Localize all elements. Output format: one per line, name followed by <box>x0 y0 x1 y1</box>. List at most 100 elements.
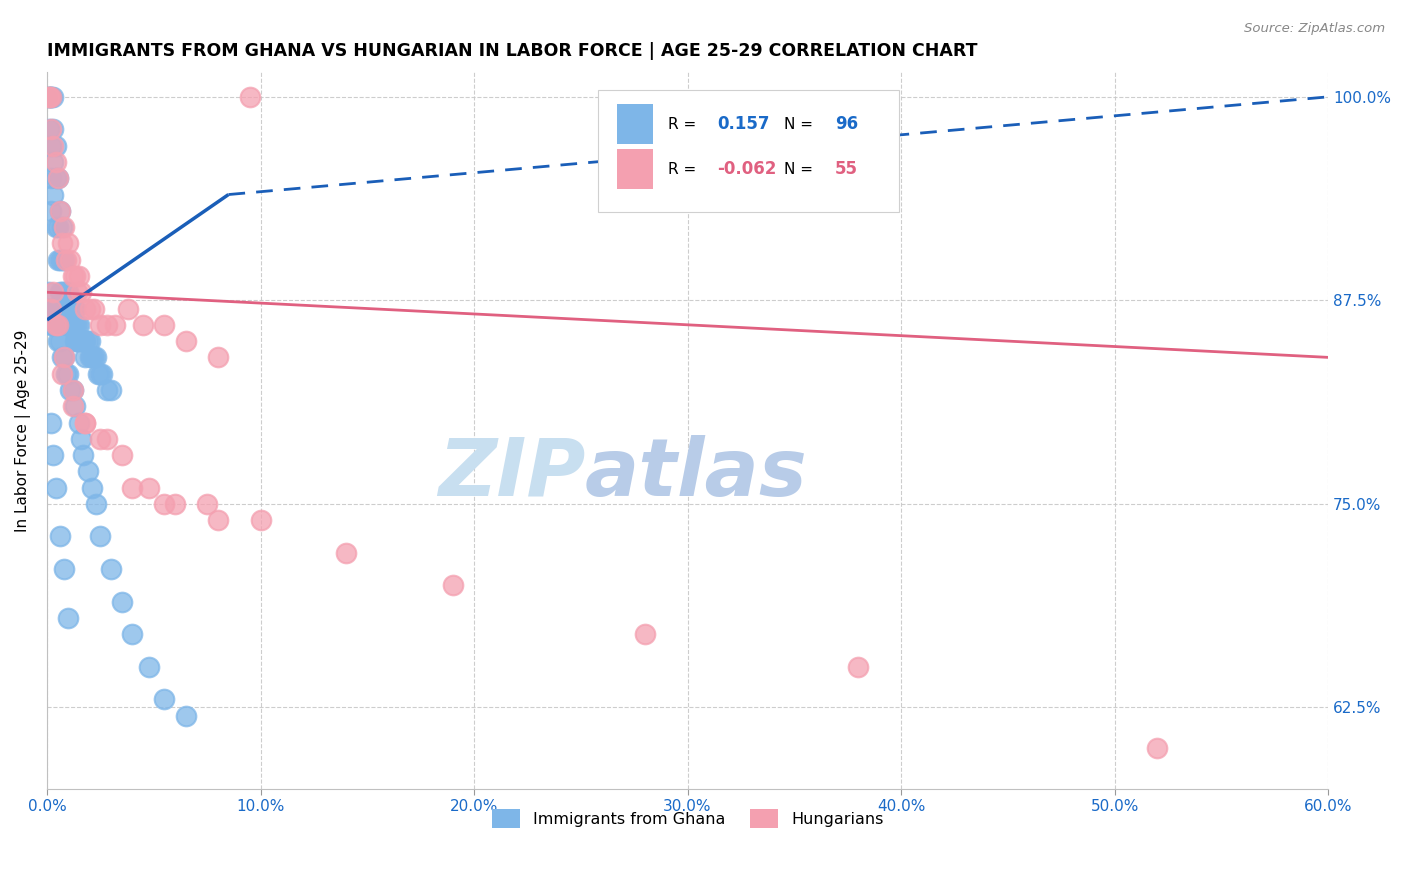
Hungarians <box>1146 741 1168 756</box>
Hungarians <box>39 122 62 136</box>
Hungarians <box>42 138 65 153</box>
Immigrants from Ghana <box>46 171 69 186</box>
Bar <box>617 150 652 189</box>
Immigrants from Ghana <box>83 351 105 365</box>
Immigrants from Ghana <box>84 351 107 365</box>
Hungarians <box>53 351 76 365</box>
Text: atlas: atlas <box>585 434 808 513</box>
Immigrants from Ghana <box>58 611 80 625</box>
Immigrants from Ghana <box>49 529 72 543</box>
Immigrants from Ghana <box>44 138 66 153</box>
Hungarians <box>67 268 90 283</box>
Hungarians <box>39 301 62 316</box>
Hungarians <box>42 285 65 300</box>
Immigrants from Ghana <box>44 481 66 495</box>
Immigrants from Ghana <box>111 594 134 608</box>
Immigrants from Ghana <box>58 367 80 381</box>
Immigrants from Ghana <box>46 318 69 332</box>
Immigrants from Ghana <box>49 252 72 267</box>
Immigrants from Ghana <box>39 90 62 104</box>
Immigrants from Ghana <box>44 220 66 235</box>
Text: ZIP: ZIP <box>437 434 585 513</box>
Immigrants from Ghana <box>38 285 60 300</box>
Hungarians <box>75 301 97 316</box>
Hungarians <box>335 546 357 560</box>
Immigrants from Ghana <box>91 367 114 381</box>
Immigrants from Ghana <box>121 627 143 641</box>
Hungarians <box>96 318 118 332</box>
Hungarians <box>51 236 73 251</box>
Hungarians <box>121 481 143 495</box>
Text: -0.062: -0.062 <box>717 161 776 178</box>
Immigrants from Ghana <box>63 301 86 316</box>
Immigrants from Ghana <box>44 318 66 332</box>
Immigrants from Ghana <box>51 220 73 235</box>
Immigrants from Ghana <box>89 529 111 543</box>
Immigrants from Ghana <box>42 90 65 104</box>
Immigrants from Ghana <box>53 301 76 316</box>
Immigrants from Ghana <box>138 659 160 673</box>
Hungarians <box>49 203 72 218</box>
Immigrants from Ghana <box>89 367 111 381</box>
Immigrants from Ghana <box>59 301 82 316</box>
Immigrants from Ghana <box>72 334 94 348</box>
Immigrants from Ghana <box>58 301 80 316</box>
Immigrants from Ghana <box>62 318 84 332</box>
Immigrants from Ghana <box>87 367 110 381</box>
Immigrants from Ghana <box>58 318 80 332</box>
Hungarians <box>79 301 101 316</box>
Immigrants from Ghana <box>42 301 65 316</box>
Hungarians <box>249 513 271 527</box>
Hungarians <box>39 90 62 104</box>
Immigrants from Ghana <box>53 351 76 365</box>
Hungarians <box>848 659 870 673</box>
Text: Source: ZipAtlas.com: Source: ZipAtlas.com <box>1244 22 1385 36</box>
Hungarians <box>165 497 187 511</box>
Text: R =: R = <box>668 117 696 131</box>
Hungarians <box>70 285 93 300</box>
Immigrants from Ghana <box>63 399 86 413</box>
Immigrants from Ghana <box>153 692 176 706</box>
Hungarians <box>38 90 60 104</box>
Hungarians <box>138 481 160 495</box>
Hungarians <box>89 318 111 332</box>
Text: N =: N = <box>783 161 813 177</box>
Immigrants from Ghana <box>75 351 97 365</box>
Hungarians <box>38 90 60 104</box>
Text: N =: N = <box>783 117 813 131</box>
Hungarians <box>63 268 86 283</box>
Immigrants from Ghana <box>44 171 66 186</box>
Immigrants from Ghana <box>51 252 73 267</box>
Hungarians <box>59 252 82 267</box>
Hungarians <box>83 301 105 316</box>
Immigrants from Ghana <box>55 318 77 332</box>
Hungarians <box>207 351 229 365</box>
Immigrants from Ghana <box>42 187 65 202</box>
Immigrants from Ghana <box>72 448 94 462</box>
Hungarians <box>62 399 84 413</box>
Y-axis label: In Labor Force | Age 25-29: In Labor Force | Age 25-29 <box>15 329 31 532</box>
Immigrants from Ghana <box>66 318 89 332</box>
Hungarians <box>44 155 66 169</box>
Hungarians <box>441 578 464 592</box>
Immigrants from Ghana <box>51 351 73 365</box>
Immigrants from Ghana <box>49 334 72 348</box>
Hungarians <box>75 416 97 430</box>
Immigrants from Ghana <box>58 285 80 300</box>
Immigrants from Ghana <box>76 464 98 478</box>
FancyBboxPatch shape <box>598 90 898 212</box>
Immigrants from Ghana <box>38 301 60 316</box>
Hungarians <box>46 171 69 186</box>
Hungarians <box>634 627 657 641</box>
Immigrants from Ghana <box>63 334 86 348</box>
Immigrants from Ghana <box>55 301 77 316</box>
Immigrants from Ghana <box>51 301 73 316</box>
Text: R =: R = <box>668 161 696 177</box>
Hungarians <box>132 318 155 332</box>
Immigrants from Ghana <box>84 497 107 511</box>
Immigrants from Ghana <box>75 334 97 348</box>
Immigrants from Ghana <box>38 122 60 136</box>
Immigrants from Ghana <box>46 220 69 235</box>
Immigrants from Ghana <box>39 138 62 153</box>
Immigrants from Ghana <box>49 285 72 300</box>
